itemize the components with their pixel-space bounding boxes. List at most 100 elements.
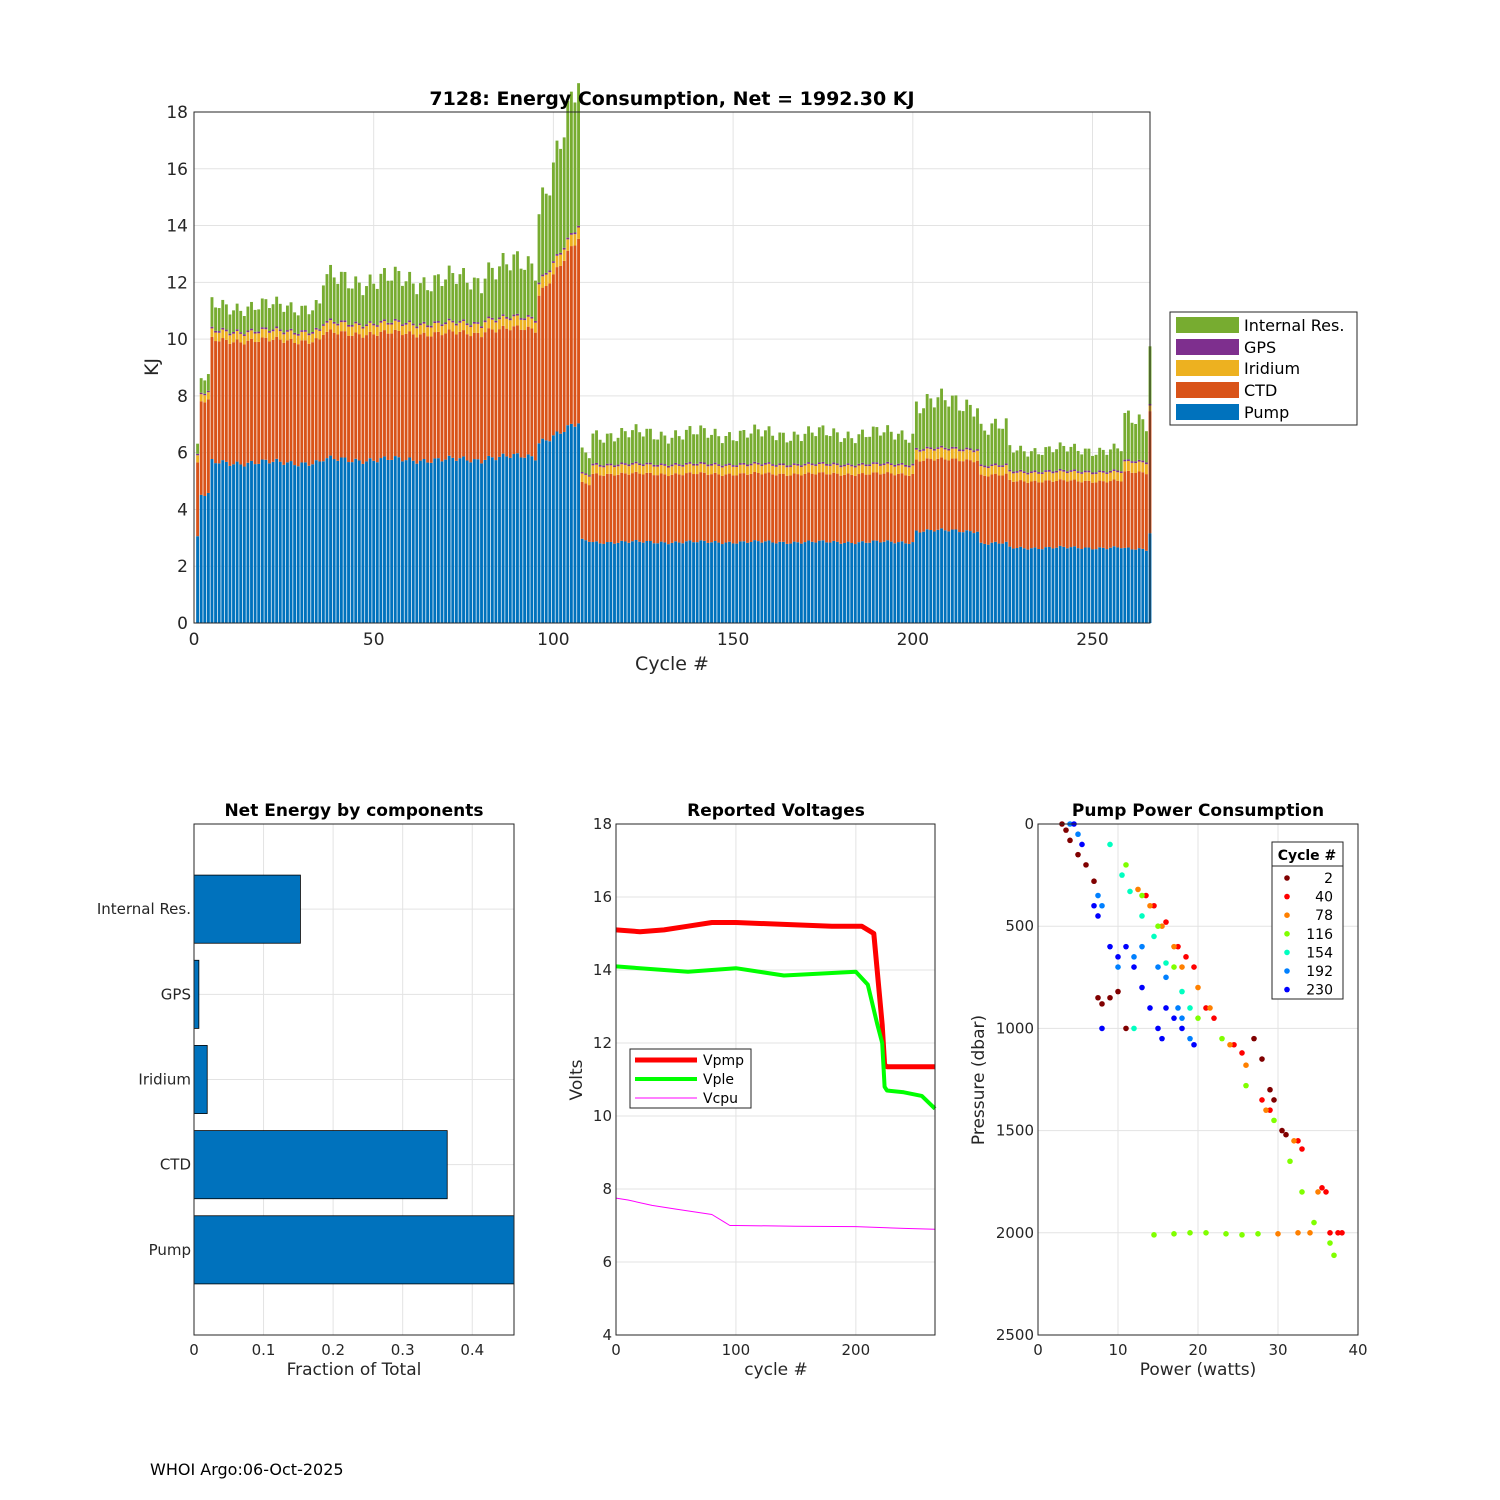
energy-bar-ctd bbox=[426, 336, 430, 463]
energy-bar-gps bbox=[853, 465, 857, 468]
energy-bar-cycle bbox=[505, 264, 509, 623]
energy-bar-ctd bbox=[1091, 482, 1094, 550]
energy-bar-pump bbox=[922, 531, 926, 623]
energy-bar-cycle bbox=[271, 304, 275, 623]
energy-bar-internal bbox=[595, 430, 598, 463]
energy-bar-pump bbox=[379, 458, 383, 623]
pump-point bbox=[1295, 1230, 1301, 1236]
energy-bar-pump bbox=[1101, 547, 1105, 623]
energy-bar-pump bbox=[465, 460, 469, 623]
energy-bar-cycle bbox=[861, 429, 864, 623]
energy-bar-gps bbox=[286, 330, 289, 332]
energy-bar-pump bbox=[314, 460, 318, 623]
energy-bar-internal bbox=[1126, 410, 1130, 460]
energy-bar-cycle bbox=[418, 283, 422, 623]
energy-bar-cycle bbox=[562, 137, 566, 623]
energy-bar-gps bbox=[1091, 472, 1094, 475]
energy-bar-iridium bbox=[1101, 472, 1105, 482]
energy-bar-pump bbox=[293, 465, 297, 623]
pump-x-tick-label: 30 bbox=[1268, 1341, 1287, 1359]
energy-bar-cycle bbox=[943, 400, 947, 623]
energy-bar-iridium bbox=[702, 464, 706, 473]
energy-bar-gps bbox=[645, 462, 649, 465]
energy-bar-ctd bbox=[896, 473, 900, 543]
energy-bar-gps bbox=[526, 315, 530, 317]
energy-bar-cycle bbox=[275, 296, 279, 623]
energy-bar-ctd bbox=[436, 331, 440, 459]
energy-bar-gps bbox=[361, 326, 365, 329]
energy-bar-iridium bbox=[1073, 471, 1076, 480]
energy-bar-internal bbox=[889, 431, 893, 464]
energy-bar-pump bbox=[1087, 547, 1091, 623]
energy-bar-gps bbox=[271, 329, 275, 332]
energy-bar-gps bbox=[587, 475, 591, 477]
energy-bar-gps bbox=[638, 463, 642, 466]
energy-bar-cycle bbox=[958, 410, 961, 623]
energy-bar-ctd bbox=[940, 457, 943, 529]
pump-point bbox=[1139, 943, 1145, 950]
energy-bar-iridium bbox=[408, 322, 412, 332]
energy-bar-gps bbox=[451, 320, 455, 323]
energy-bar-cycle bbox=[1033, 448, 1037, 623]
energy-bar-pump bbox=[681, 543, 685, 623]
energy-bar-internal bbox=[1069, 446, 1073, 471]
pump-point bbox=[1275, 1231, 1281, 1237]
energy-bar-iridium bbox=[404, 324, 408, 334]
energy-bar-pump bbox=[986, 544, 990, 623]
energy-bar-internal bbox=[214, 307, 218, 331]
energy-bar-iridium bbox=[1112, 470, 1116, 480]
energy-bar-iridium bbox=[742, 464, 746, 474]
energy-bar-pump bbox=[979, 542, 983, 623]
energy-bar-ctd bbox=[986, 476, 990, 545]
energy-bar-internal bbox=[462, 268, 465, 320]
energy-bar-ctd bbox=[810, 473, 814, 542]
energy-bar-cycle bbox=[217, 308, 221, 623]
energy-bar-internal bbox=[350, 288, 354, 326]
energy-bar-ctd bbox=[307, 343, 311, 466]
energy-bar-internal bbox=[929, 398, 933, 448]
energy-bar-pump bbox=[383, 456, 386, 623]
energy-bar-internal bbox=[206, 374, 210, 391]
energy-bar-iridium bbox=[289, 330, 293, 339]
energy-bar-pump bbox=[516, 453, 519, 623]
energy-bar-iridium bbox=[1029, 472, 1033, 482]
energy-bar-iridium bbox=[774, 466, 778, 476]
energy-bar-pump bbox=[648, 540, 652, 623]
energy-bar-pump bbox=[199, 494, 203, 623]
energy-bar-pump bbox=[1137, 548, 1141, 623]
energy-bar-gps bbox=[390, 322, 394, 325]
energy-bar-ctd bbox=[861, 473, 864, 542]
energy-bar-gps bbox=[609, 463, 613, 466]
energy-bar-internal bbox=[656, 439, 660, 465]
energy-bar-pump bbox=[814, 542, 818, 623]
energy-bar-internal bbox=[555, 140, 559, 255]
energy-bar-iridium bbox=[914, 449, 918, 460]
energy-bar-internal bbox=[879, 435, 882, 465]
energy-bar-gps bbox=[896, 463, 900, 466]
energy-bar-pump bbox=[1119, 548, 1123, 623]
energy-bar-cycle bbox=[706, 437, 710, 623]
energy-bar-iridium bbox=[321, 325, 325, 335]
energy-bar-cycle bbox=[329, 264, 333, 623]
energy-bar-internal bbox=[954, 395, 958, 447]
energy-bar-iridium bbox=[357, 325, 361, 335]
energy-bar-internal bbox=[864, 437, 868, 465]
energy-bar-gps bbox=[228, 333, 232, 336]
energy-bar-pump bbox=[436, 458, 440, 623]
energy-bar-cycle bbox=[774, 440, 778, 623]
energy-bar-ctd bbox=[1044, 480, 1048, 548]
energy-bar-gps bbox=[494, 320, 498, 323]
pump-legend-label: 78 bbox=[1315, 908, 1333, 924]
energy-bar-ctd bbox=[983, 475, 987, 544]
energy-bar-internal bbox=[508, 270, 512, 319]
energy-bar-internal bbox=[250, 301, 253, 329]
energy-bar-gps bbox=[666, 465, 670, 468]
energy-bar-cycle bbox=[1126, 410, 1130, 623]
energy-bar-cycle bbox=[587, 458, 591, 623]
energy-bar-internal bbox=[404, 281, 408, 323]
pump-point bbox=[1203, 1005, 1209, 1011]
pump-point bbox=[1279, 1127, 1285, 1134]
energy-bar-iridium bbox=[785, 467, 789, 476]
energy-bar-gps bbox=[501, 314, 505, 316]
energy-bar-internal bbox=[839, 441, 843, 466]
